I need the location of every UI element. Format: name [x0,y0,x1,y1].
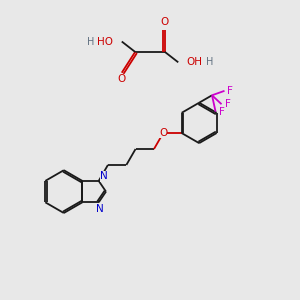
Text: O: O [159,128,167,138]
Text: H: H [206,57,213,67]
Text: N: N [100,172,108,182]
Text: F: F [224,99,230,109]
Text: HO: HO [98,37,113,46]
Text: F: F [227,86,233,96]
Text: O: O [161,17,169,27]
Text: H: H [87,37,94,46]
Text: N: N [96,204,104,214]
Text: O: O [117,74,125,84]
Text: OH: OH [187,57,202,67]
Text: F: F [219,106,224,117]
